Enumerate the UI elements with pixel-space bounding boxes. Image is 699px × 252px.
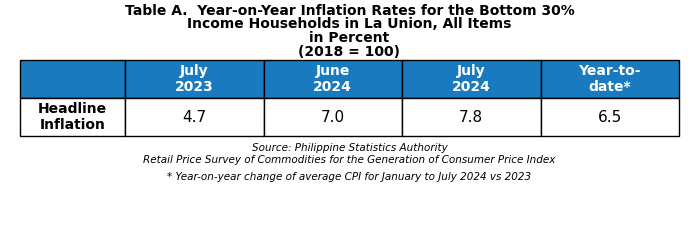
Text: 7.8: 7.8	[459, 110, 483, 124]
Text: Retail Price Survey of Commodities for the Generation of Consumer Price Index: Retail Price Survey of Commodities for t…	[143, 155, 556, 165]
Text: Income Households in La Union, All Items: Income Households in La Union, All Items	[187, 17, 512, 32]
Bar	[264, 60, 402, 98]
Bar	[264, 98, 402, 136]
Text: Headline
Inflation: Headline Inflation	[38, 102, 107, 132]
Bar	[125, 98, 264, 136]
Text: June
2024: June 2024	[313, 64, 352, 94]
Bar	[540, 60, 679, 98]
Text: Year-to-
date*: Year-to- date*	[579, 64, 641, 94]
Bar	[402, 98, 540, 136]
Text: (2018 = 100): (2018 = 100)	[298, 45, 401, 58]
Text: 6.5: 6.5	[598, 110, 622, 124]
Text: Source: Philippine Statistics Authority: Source: Philippine Statistics Authority	[252, 143, 447, 153]
Text: 4.7: 4.7	[182, 110, 206, 124]
Bar	[540, 98, 679, 136]
Text: July
2024: July 2024	[452, 64, 491, 94]
Bar	[125, 60, 264, 98]
Text: * Year-on-year change of average CPI for January to July 2024 vs 2023: * Year-on-year change of average CPI for…	[168, 172, 531, 182]
Bar	[20, 98, 125, 136]
Text: July
2023: July 2023	[175, 64, 214, 94]
Text: 7.0: 7.0	[321, 110, 345, 124]
Text: Table A.  Year-on-Year Inflation Rates for the Bottom 30%: Table A. Year-on-Year Inflation Rates fo…	[124, 4, 575, 18]
Bar	[20, 60, 125, 98]
Bar	[402, 60, 540, 98]
Text: in Percent: in Percent	[310, 31, 389, 45]
